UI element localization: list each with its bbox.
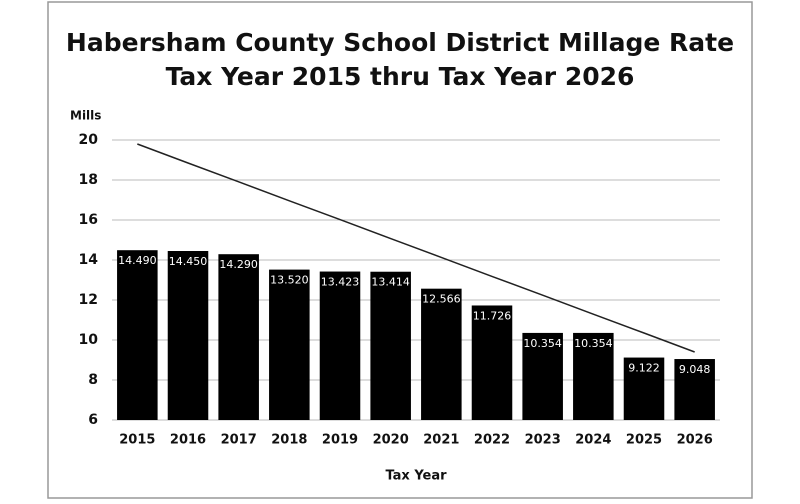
bar (167, 251, 209, 420)
y-tick-label: 18 (79, 172, 98, 188)
x-tick-label: 2020 (373, 433, 409, 448)
y-tick-label: 16 (79, 212, 98, 228)
y-tick-label: 10 (79, 332, 99, 348)
bar (674, 359, 715, 420)
value-label: 9.048 (679, 363, 711, 376)
value-label: 14.290 (219, 258, 258, 271)
value-label: 12.566 (422, 293, 461, 306)
value-label: 13.520 (270, 274, 309, 287)
value-label: 10.354 (523, 337, 562, 350)
bar (573, 332, 614, 420)
y-tick-label: 20 (79, 132, 99, 148)
value-label: 13.414 (371, 276, 410, 289)
value-label: 9.122 (628, 362, 660, 375)
x-tick-label: 2017 (221, 433, 257, 448)
x-tick-label: 2015 (119, 433, 155, 448)
chart-subtitle: Tax Year 2015 thru Tax Year 2026 (166, 62, 635, 91)
bar (421, 288, 462, 420)
bar (269, 269, 310, 420)
bar (319, 271, 361, 420)
x-axis-label: Tax Year (385, 469, 447, 484)
chart-title: Habersham County School District Millage… (66, 28, 734, 57)
value-label: 11.726 (473, 309, 512, 322)
x-tick-label: 2018 (271, 433, 307, 448)
y-tick-label: 12 (79, 292, 98, 308)
x-tick-label: 2025 (626, 433, 662, 448)
bar (218, 254, 259, 420)
y-tick-label: 6 (88, 412, 98, 428)
x-tick-label: 2016 (170, 433, 206, 448)
x-tick-label: 2022 (474, 433, 510, 448)
bar (117, 250, 158, 420)
y-tick-label: 8 (88, 372, 98, 388)
value-label: 13.423 (321, 276, 360, 289)
value-label: 14.490 (118, 254, 157, 267)
y-axis-label: Mills (70, 109, 101, 123)
bar (471, 305, 513, 420)
x-tick-label: 2023 (525, 433, 561, 448)
x-tick-label: 2019 (322, 433, 358, 448)
x-tick-label: 2024 (575, 433, 611, 448)
value-label: 14.450 (169, 255, 208, 268)
bar (370, 271, 411, 420)
x-tick-label: 2026 (677, 433, 713, 448)
bar (623, 357, 665, 420)
y-tick-label: 14 (79, 252, 99, 268)
x-tick-label: 2021 (423, 433, 459, 448)
trend-line (137, 143, 695, 353)
bar (522, 332, 563, 420)
value-label: 10.354 (574, 337, 613, 350)
